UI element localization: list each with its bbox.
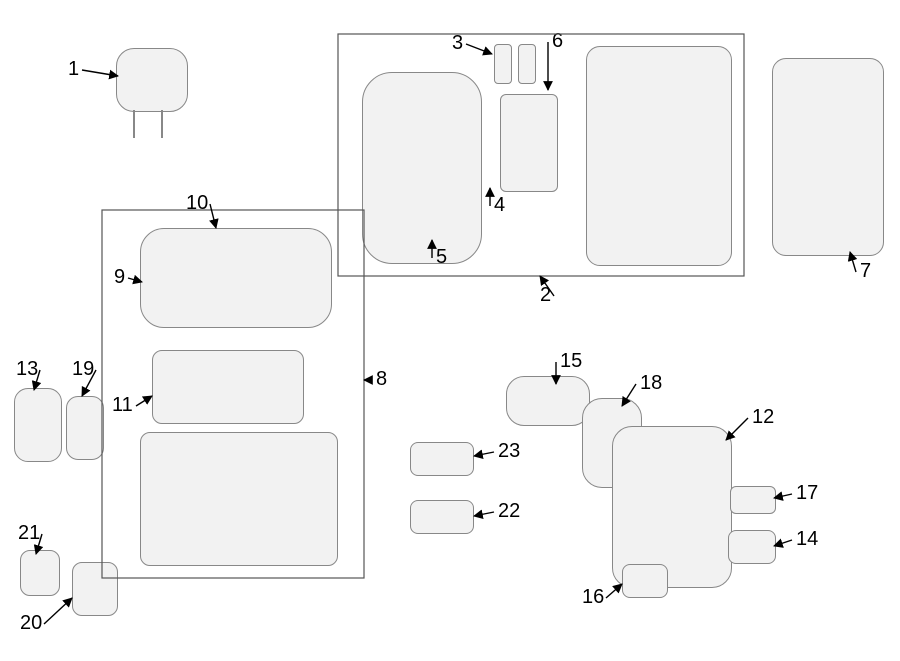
- leader-1: [82, 70, 118, 76]
- callout-label-21: 21: [18, 522, 40, 545]
- part-cap-14: [728, 530, 776, 564]
- callout-label-11: 11: [112, 394, 133, 417]
- callout-label-1: 1: [68, 58, 79, 81]
- leader-3: [466, 44, 492, 54]
- callout-label-2: 2: [540, 284, 551, 307]
- part-guide-a: [494, 44, 512, 84]
- leader-11: [136, 396, 152, 406]
- part-track-cover-a: [20, 550, 60, 596]
- part-cap-16: [622, 564, 668, 598]
- leader-17: [774, 494, 792, 498]
- part-track-cover-b: [72, 562, 118, 616]
- part-cushion-heater: [152, 350, 304, 424]
- callout-label-15: 15: [560, 350, 582, 373]
- part-hinge-cover-in: [66, 396, 104, 460]
- callout-label-12: 12: [752, 406, 774, 429]
- part-recline-lever: [506, 376, 590, 426]
- part-guide-b: [518, 44, 536, 84]
- part-back-frame: [586, 46, 732, 266]
- callout-label-22: 22: [498, 500, 520, 523]
- part-switch-23: [410, 442, 474, 476]
- callout-label-19: 19: [72, 358, 94, 381]
- part-headrest: [116, 48, 188, 112]
- callout-label-18: 18: [640, 372, 662, 395]
- leader-20: [44, 598, 72, 624]
- callout-label-14: 14: [796, 528, 818, 551]
- callout-label-6: 6: [552, 30, 563, 53]
- part-heater-pad: [500, 94, 558, 192]
- callout-label-9: 9: [114, 266, 125, 289]
- part-cap-17: [730, 486, 776, 514]
- callout-label-23: 23: [498, 440, 520, 463]
- callout-label-20: 20: [20, 612, 42, 635]
- part-back-board: [772, 58, 884, 256]
- leader-10: [210, 204, 216, 228]
- callout-label-8: 8: [376, 368, 387, 391]
- part-cushion-cover: [140, 228, 332, 328]
- part-cushion-frame: [140, 432, 338, 566]
- callout-label-7: 7: [860, 260, 871, 283]
- callout-label-3: 3: [452, 32, 463, 55]
- leader-22: [474, 512, 494, 516]
- leader-16: [606, 584, 622, 598]
- leader-14: [774, 540, 792, 546]
- callout-label-13: 13: [16, 358, 38, 381]
- part-switch-22: [410, 500, 474, 534]
- part-back-cover: [362, 72, 482, 264]
- callout-label-4: 4: [494, 194, 505, 217]
- leader-23: [474, 452, 494, 456]
- part-hinge-cover-out: [14, 388, 62, 462]
- callout-label-16: 16: [582, 586, 604, 609]
- callout-label-17: 17: [796, 482, 818, 505]
- callout-label-5: 5: [436, 246, 447, 269]
- callout-label-10: 10: [186, 192, 208, 215]
